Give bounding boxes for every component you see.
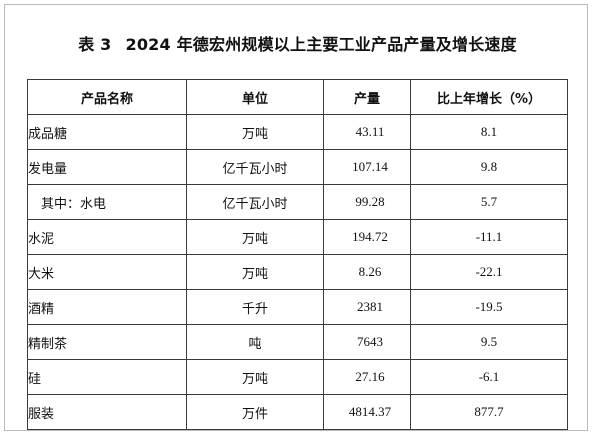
cell-output: 99.28 — [323, 184, 411, 220]
cell-product-name: 酒精 — [27, 289, 187, 325]
cell-output: 27.16 — [323, 359, 411, 395]
cell-growth: 9.8 — [410, 149, 568, 185]
cell-product-name: 水泥 — [27, 219, 187, 255]
cell-growth: -11.1 — [410, 219, 568, 255]
header-product-name: 产品名称 — [27, 79, 187, 115]
cell-growth: 8.1 — [410, 114, 568, 150]
cell-unit: 亿千瓦小时 — [186, 184, 324, 220]
table-body: 成品糖 万吨 43.11 8.1 发电量 亿千瓦小时 107.14 9.8 其中：水电 亿千瓦小时… — [27, 114, 568, 430]
document-frame — [4, 4, 588, 431]
cell-product-name: 其中：水电 — [27, 184, 187, 220]
table-row: 精制茶吨 7643 9.5 — [27, 324, 568, 360]
cell-growth: -22.1 — [410, 254, 568, 290]
cell-unit: 万吨 — [186, 359, 324, 395]
cell-output: 8.26 — [323, 254, 411, 290]
cell-unit: 万吨 — [186, 219, 324, 255]
header-growth: 比上年增长（%） — [410, 79, 568, 115]
table-row: 发电量 亿千瓦小时 107.14 9.8 — [27, 149, 568, 185]
cell-product-name: 发电量 — [27, 149, 187, 185]
table-row: 硅万吨 27.16 -6.1 — [27, 359, 568, 395]
cell-product-name: 精制茶 — [27, 324, 187, 360]
cell-unit: 千升 — [186, 289, 324, 325]
cell-unit: 万吨 — [186, 254, 324, 290]
table-title: 表 3 2024 年德宏州规模以上主要工业产品产量及增长速度 — [0, 31, 595, 55]
cell-growth: 9.5 — [410, 324, 568, 360]
cell-output: 2381 — [323, 289, 411, 325]
table-row: 水泥 万吨 194.72 -11.1 — [27, 219, 568, 255]
table-row: 服装 万件 4814.37 877.7 — [27, 394, 568, 430]
cell-growth: -6.1 — [410, 359, 568, 395]
cell-output: 194.72 — [323, 219, 411, 255]
cell-unit: 亿千瓦小时 — [186, 149, 324, 185]
cell-output: 7643 — [323, 324, 411, 360]
cell-growth: 5.7 — [410, 184, 568, 220]
cell-product-name: 大米 — [27, 254, 187, 290]
table-title-text: 2024 年德宏州规模以上主要工业产品产量及增长速度 — [125, 35, 517, 54]
cell-output: 4814.37 — [323, 394, 411, 430]
table-row: 其中：水电 亿千瓦小时 99.28 5.7 — [27, 184, 568, 220]
production-table: 产品名称 单位 产量 比上年增长（%） 成品糖 万吨 43.11 8.1 发电量 亿千瓦小… — [27, 79, 568, 430]
cell-growth: -19.5 — [410, 289, 568, 325]
table-row: 成品糖 万吨 43.11 8.1 — [27, 114, 568, 150]
table-number: 表 3 — [78, 35, 112, 54]
cell-growth: 877.7 — [410, 394, 568, 430]
cell-product-name: 服装 — [27, 394, 187, 430]
cell-unit: 万件 — [186, 394, 324, 430]
cell-unit: 万吨 — [186, 114, 324, 150]
cell-unit: 吨 — [186, 324, 324, 360]
cell-output: 107.14 — [323, 149, 411, 185]
table-row: 酒精 千升 2381 -19.5 — [27, 289, 568, 325]
table-header-row: 产品名称 单位 产量 比上年增长（%） — [27, 79, 568, 115]
table-row: 大米 万吨 8.26 -22.1 — [27, 254, 568, 290]
cell-product-name: 成品糖 — [27, 114, 187, 150]
cell-output: 43.11 — [323, 114, 411, 150]
header-output: 产量 — [323, 79, 411, 115]
header-unit: 单位 — [186, 79, 324, 115]
cell-product-name: 硅 — [27, 359, 187, 395]
